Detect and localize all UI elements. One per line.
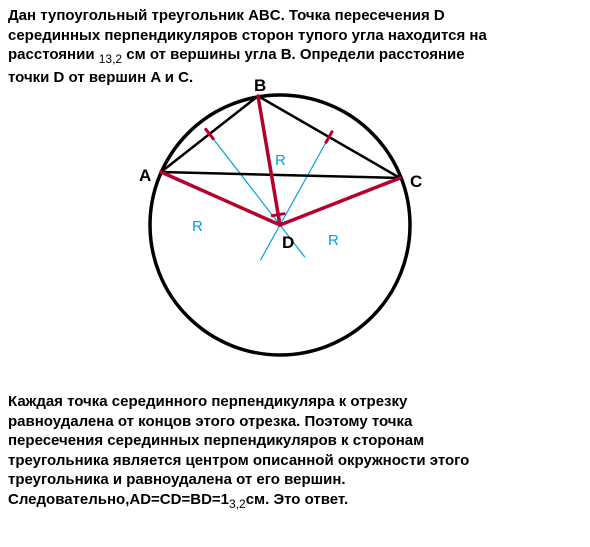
answer-line4: треугольника является центром описанной … — [8, 452, 469, 469]
diagram-svg — [120, 70, 440, 370]
answer-line2: равноудалена от концов этого отрезка. По… — [8, 413, 412, 430]
answer-line3: пересечения серединных перпендикуляров к… — [8, 432, 424, 449]
problem-line3b: см от вершины угла B. Определи расстояни… — [126, 46, 464, 63]
geometry-diagram: A B C D R R R — [120, 70, 440, 370]
problem-line3a: расстоянии — [8, 46, 99, 63]
problem-line1: Дан тупоугольный треугольник ABC. Точка … — [8, 7, 445, 24]
vertex-label-b: B — [254, 76, 266, 96]
answer-line6a: Следовательно,AD=CD=BD=1 — [8, 491, 229, 508]
answer-line5: треугольника и равноудалена от его верши… — [8, 471, 346, 488]
radius-label-0: R — [192, 218, 203, 235]
answer-line1: Каждая точка серединного перпендикуляра … — [8, 393, 407, 410]
problem-value: 13,2 — [99, 52, 122, 68]
answer-explanation: Каждая точка серединного перпендикуляра … — [8, 392, 582, 512]
answer-value: 3,2 — [229, 497, 246, 513]
vertex-label-c: C — [410, 172, 422, 192]
problem-line2: серединных перпендикуляров сторон тупого… — [8, 27, 487, 44]
vertex-label-d: D — [282, 233, 294, 253]
vertex-label-a: A — [139, 166, 151, 186]
answer-line6b: см. Это ответ. — [246, 491, 348, 508]
radius-label-2: R — [328, 232, 339, 249]
radius-label-1: R — [275, 152, 286, 169]
